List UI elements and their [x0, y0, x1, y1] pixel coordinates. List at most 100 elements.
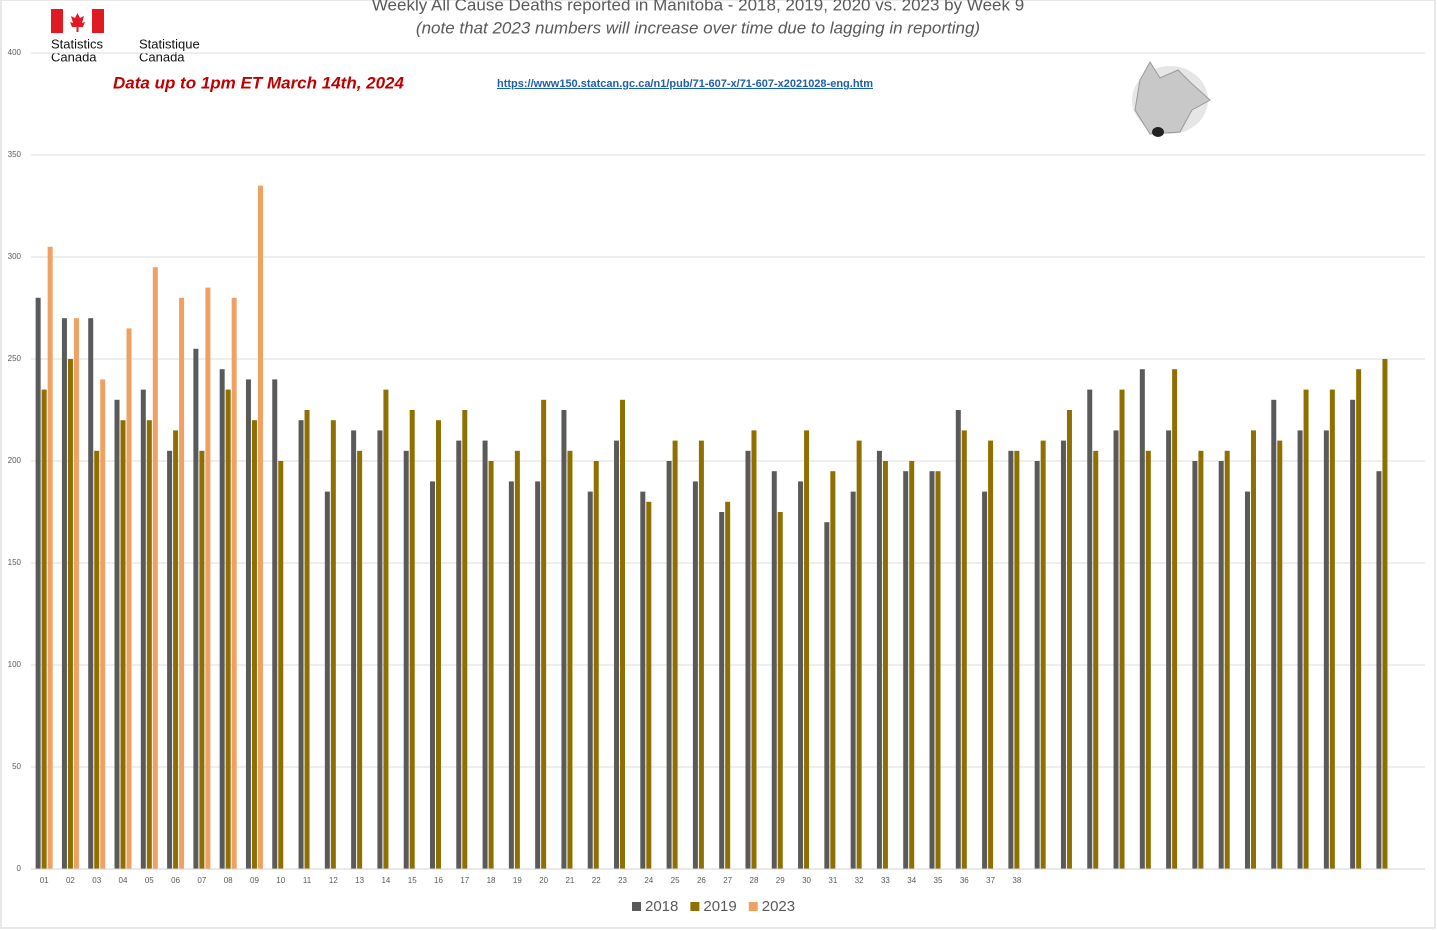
bar	[251, 420, 257, 869]
bar	[1356, 369, 1362, 869]
legend-label: 2018	[645, 898, 678, 915]
bar	[771, 471, 777, 869]
x-tick-label: 13	[355, 876, 364, 885]
bar	[1376, 471, 1382, 869]
legend-label: 2019	[703, 898, 736, 915]
bar	[1250, 430, 1256, 869]
bar	[245, 379, 251, 869]
bar	[1087, 389, 1093, 869]
bar	[219, 369, 225, 869]
bar	[456, 440, 462, 869]
bar	[725, 501, 731, 869]
bar	[935, 471, 941, 869]
x-tick-label: 18	[487, 876, 496, 885]
bar	[1329, 389, 1335, 869]
x-tick-label: 14	[381, 876, 390, 885]
x-tick-label: 36	[960, 876, 969, 885]
bar	[167, 450, 173, 869]
bar	[351, 430, 357, 869]
bar	[541, 399, 547, 869]
y-tick-label: 0	[17, 864, 22, 873]
bar	[193, 348, 199, 869]
x-tick-label: 05	[145, 876, 154, 885]
bar	[1323, 430, 1329, 869]
bar	[751, 430, 757, 869]
bar	[462, 410, 468, 869]
bar	[535, 481, 541, 869]
bar	[409, 410, 415, 869]
x-tick-label: 38	[1012, 876, 1021, 885]
bar	[377, 430, 383, 869]
bar	[1060, 440, 1066, 869]
x-tick-label: 16	[434, 876, 443, 885]
bar	[173, 430, 179, 869]
bar	[61, 318, 67, 869]
bar	[304, 410, 310, 869]
bar	[298, 420, 304, 869]
x-tick-label: 01	[40, 876, 49, 885]
bar	[1008, 450, 1014, 869]
chart-subtitle: (note that 2023 numbers will increase ov…	[416, 18, 980, 37]
bar	[482, 440, 488, 869]
bar	[429, 481, 435, 869]
bar	[719, 512, 725, 869]
source-link[interactable]: https://www150.statcan.gc.ca/n1/pub/71-6…	[497, 78, 873, 90]
bar	[140, 389, 146, 869]
legend-label: 2023	[762, 898, 795, 915]
bar	[698, 440, 704, 869]
y-tick-label: 100	[8, 660, 22, 669]
x-tick-label: 12	[329, 876, 338, 885]
bar	[1218, 461, 1224, 869]
x-tick-label: 27	[723, 876, 732, 885]
bar	[488, 461, 494, 869]
bar	[1277, 440, 1283, 869]
wolf-image	[1132, 61, 1211, 137]
x-tick-label: 19	[513, 876, 522, 885]
x-tick-label: 31	[828, 876, 837, 885]
bar	[146, 420, 152, 869]
y-tick-label: 50	[12, 762, 21, 771]
bar	[903, 471, 909, 869]
logo-text: Canada	[139, 49, 185, 64]
bar	[278, 461, 284, 869]
x-tick-label: 29	[776, 876, 785, 885]
bar	[1066, 410, 1072, 869]
y-tick-label: 150	[8, 558, 22, 567]
bar	[1271, 399, 1277, 869]
bar	[1303, 389, 1309, 869]
bar	[179, 297, 185, 869]
bar	[640, 491, 646, 869]
x-tick-label: 21	[565, 876, 574, 885]
bar	[35, 297, 41, 869]
bar	[646, 501, 652, 869]
bar	[1198, 450, 1204, 869]
x-tick-label: 26	[697, 876, 706, 885]
bar	[1139, 369, 1145, 869]
bar	[383, 389, 389, 869]
x-tick-label: 35	[934, 876, 943, 885]
bar	[357, 450, 363, 869]
bar	[257, 185, 263, 870]
x-tick-label: 11	[303, 876, 312, 885]
x-tick-label: 33	[881, 876, 890, 885]
legend-swatch	[690, 902, 700, 911]
bar	[882, 461, 888, 869]
bar	[1166, 430, 1172, 869]
bar	[672, 440, 678, 869]
bar	[1297, 430, 1303, 869]
y-tick-label: 200	[8, 456, 22, 465]
x-tick-label: 22	[592, 876, 601, 885]
bar	[567, 450, 573, 869]
bar	[1192, 461, 1198, 869]
bar	[1113, 430, 1119, 869]
y-tick-label: 250	[8, 354, 22, 363]
legend-swatch	[748, 902, 758, 911]
bar	[1014, 450, 1020, 869]
x-tick-label: 30	[802, 876, 811, 885]
bar	[1145, 450, 1151, 869]
bar	[804, 430, 810, 869]
bar	[94, 450, 100, 869]
bar	[67, 359, 73, 869]
bar	[1119, 389, 1125, 869]
